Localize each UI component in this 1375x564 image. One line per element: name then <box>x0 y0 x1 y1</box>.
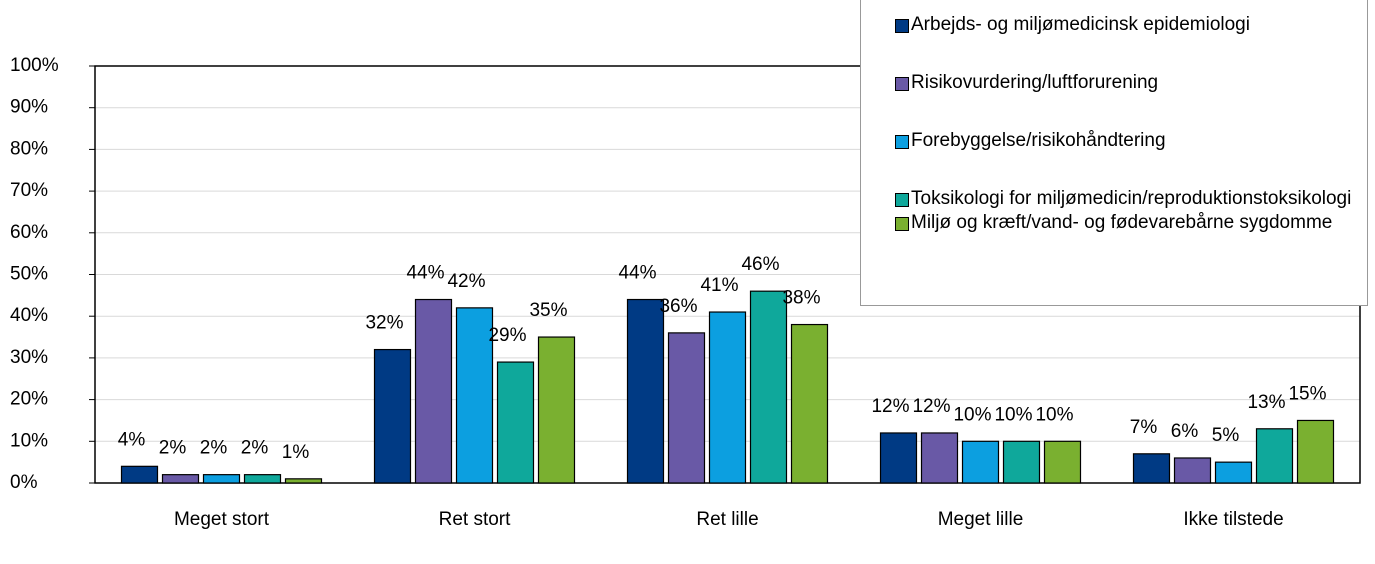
y-tick-label: 70% <box>10 180 48 201</box>
data-label: 29% <box>488 325 526 346</box>
bar <box>667 332 706 484</box>
bar <box>120 465 159 484</box>
data-label: 10% <box>1035 404 1073 425</box>
bar <box>920 432 959 484</box>
data-label: 10% <box>994 404 1032 425</box>
x-tick-label: Ret stort <box>439 509 512 530</box>
bar <box>414 298 453 484</box>
legend-label: Arbejds- og miljømedicinsk epidemiologi <box>911 14 1250 35</box>
bar <box>790 323 829 484</box>
bar <box>708 311 747 484</box>
legend-label: Miljø og kræft/vand- og fødevarebårne sy… <box>911 212 1333 233</box>
y-tick-label: 90% <box>10 97 48 118</box>
y-tick-label: 100% <box>10 55 59 76</box>
y-tick-label: 0% <box>10 472 38 493</box>
data-label: 2% <box>159 438 187 459</box>
bar <box>1132 453 1171 484</box>
data-label: 41% <box>700 275 738 296</box>
bar <box>284 478 323 484</box>
x-tick-label: Meget stort <box>174 509 270 530</box>
data-label: 2% <box>200 438 228 459</box>
legend-swatch <box>895 193 909 207</box>
legend-item: Miljø og kræft/vand- og fødevarebårne sy… <box>895 211 1367 235</box>
bar <box>1214 461 1253 484</box>
bar <box>879 432 918 484</box>
bar <box>537 336 576 484</box>
y-tick-label: 20% <box>10 389 48 410</box>
bar <box>161 474 200 484</box>
data-label: 1% <box>282 442 310 463</box>
y-tick-label: 40% <box>10 305 48 326</box>
bar <box>455 307 494 484</box>
bar <box>202 474 241 484</box>
bar <box>243 474 282 484</box>
y-tick-label: 30% <box>10 347 48 368</box>
legend-item: Arbejds- og miljømedicinsk epidemiologi <box>895 13 1367 37</box>
legend-label: Forebyggelse/risikohåndtering <box>911 130 1166 151</box>
y-tick-label: 80% <box>10 138 48 159</box>
data-label: 6% <box>1171 421 1199 442</box>
y-tick-label: 50% <box>10 264 48 285</box>
y-tick-label: 10% <box>10 430 48 451</box>
data-label: 44% <box>406 263 444 284</box>
bar <box>626 298 665 484</box>
legend-swatch <box>895 217 909 231</box>
bar <box>1255 428 1294 484</box>
data-label: 32% <box>365 313 403 334</box>
bar <box>1296 419 1335 484</box>
data-label: 46% <box>741 254 779 275</box>
bar <box>961 440 1000 484</box>
bar <box>1043 440 1082 484</box>
legend-swatch <box>895 77 909 91</box>
x-tick-label: Ikke tilstede <box>1183 509 1283 530</box>
legend-label: Toksikologi for miljømedicin/reproduktio… <box>911 188 1352 209</box>
data-label: 13% <box>1247 392 1285 413</box>
legend-item: Risikovurdering/luftforurening <box>895 71 1367 95</box>
bar <box>1002 440 1041 484</box>
legend-item: Toksikologi for miljømedicin/reproduktio… <box>895 187 1367 211</box>
bar <box>373 348 412 484</box>
bar <box>1173 457 1212 484</box>
data-label: 35% <box>529 300 567 321</box>
data-label: 36% <box>659 296 697 317</box>
bar <box>496 361 535 484</box>
data-label: 10% <box>953 404 991 425</box>
x-tick-label: Ret lille <box>696 509 758 530</box>
x-tick-label: Meget lille <box>938 509 1024 530</box>
data-label: 15% <box>1288 383 1326 404</box>
y-tick-label: 60% <box>10 222 48 243</box>
data-label: 44% <box>618 263 656 284</box>
legend: Arbejds- og miljømedicinsk epidemiologi R… <box>860 0 1368 306</box>
data-label: 12% <box>912 396 950 417</box>
data-label: 2% <box>241 438 269 459</box>
legend-label: Risikovurdering/luftforurening <box>911 72 1159 93</box>
bar <box>749 290 788 484</box>
data-label: 12% <box>871 396 909 417</box>
data-label: 42% <box>447 271 485 292</box>
data-label: 5% <box>1212 425 1240 446</box>
data-label: 7% <box>1130 417 1158 438</box>
data-label: 4% <box>118 429 146 450</box>
legend-item: Forebyggelse/risikohåndtering <box>895 129 1367 153</box>
legend-swatch <box>895 19 909 33</box>
data-label: 38% <box>782 288 820 309</box>
legend-swatch <box>895 135 909 149</box>
